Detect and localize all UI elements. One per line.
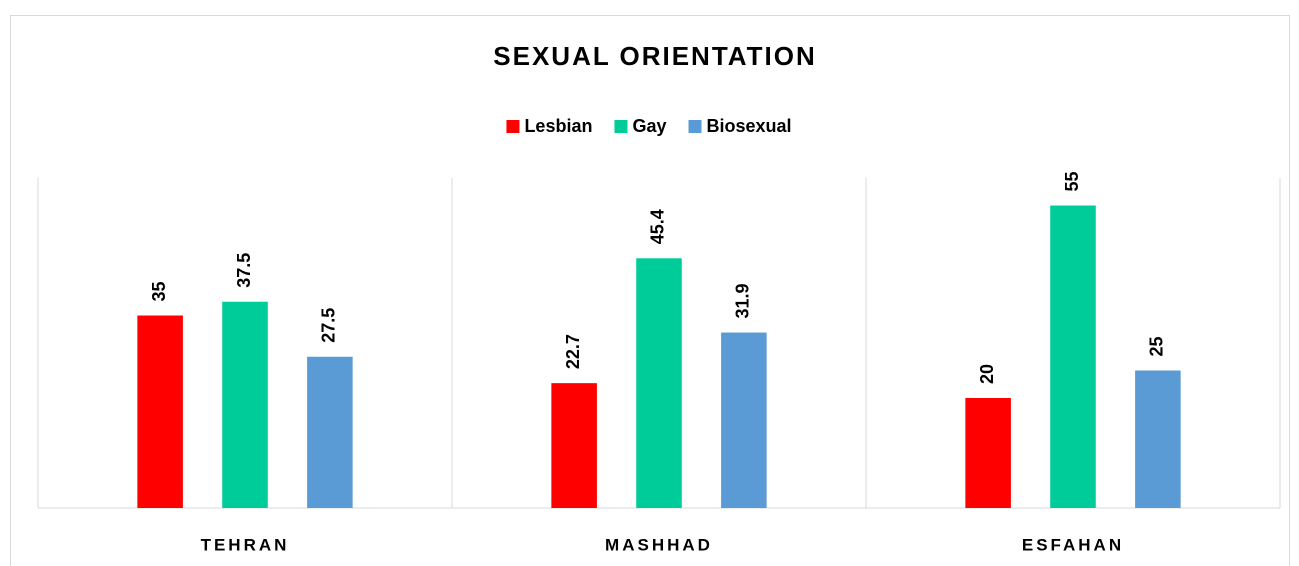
value-label: 35 [149, 281, 169, 301]
value-label: 20 [977, 364, 997, 384]
bar [1135, 370, 1181, 508]
legend-swatch [688, 120, 702, 133]
value-label: 55 [1062, 171, 1082, 191]
value-label: 27.5 [319, 308, 339, 343]
bar [307, 356, 353, 508]
value-label: 45.4 [648, 209, 668, 244]
value-label: 31.9 [733, 284, 753, 319]
bar [551, 383, 597, 508]
bar [1050, 205, 1096, 508]
bar [721, 332, 767, 508]
legend-swatch [506, 120, 520, 133]
value-label: 22.7 [563, 334, 583, 369]
bar [137, 315, 183, 508]
legend-label: Lesbian [524, 116, 592, 136]
x-tick-label: TEHRAN [201, 535, 290, 554]
legend-label: Biosexual [707, 116, 792, 136]
legend-label: Gay [632, 116, 666, 136]
bar [965, 398, 1011, 508]
legend-swatch [614, 120, 628, 133]
value-label: 37.5 [234, 253, 254, 288]
bar [222, 301, 268, 508]
x-tick-label: ESFAHAN [1022, 535, 1124, 554]
value-label: 25 [1147, 336, 1167, 356]
bar [636, 258, 682, 508]
x-tick-label: MASHHAD [605, 535, 713, 554]
chart-title: SEXUAL ORIENTATION [493, 41, 816, 71]
